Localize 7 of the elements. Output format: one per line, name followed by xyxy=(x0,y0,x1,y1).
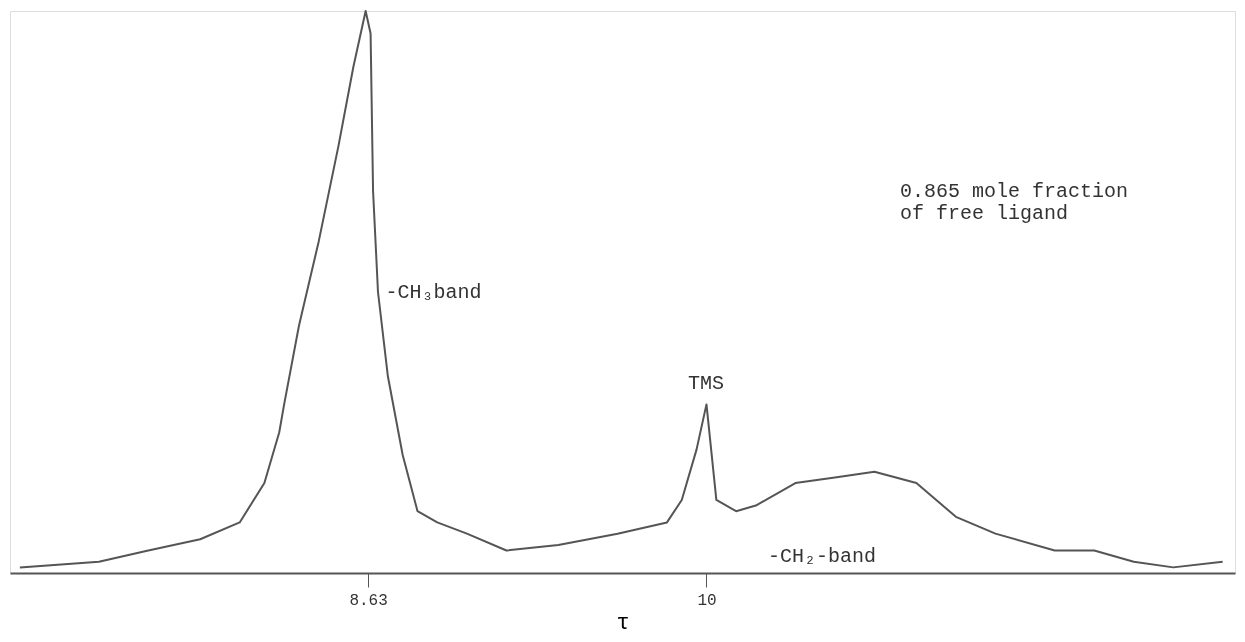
x-tick-label: 10 xyxy=(697,591,717,610)
annotation: -CH₃band xyxy=(385,281,482,304)
annotation: -CH₂-band xyxy=(768,545,877,568)
annotation: TMS xyxy=(687,372,725,395)
x-tick-label: 8.63 xyxy=(349,591,388,610)
annotation: 0.865 mole fraction of free ligand xyxy=(900,180,1129,225)
x-axis-title: τ xyxy=(616,610,630,636)
